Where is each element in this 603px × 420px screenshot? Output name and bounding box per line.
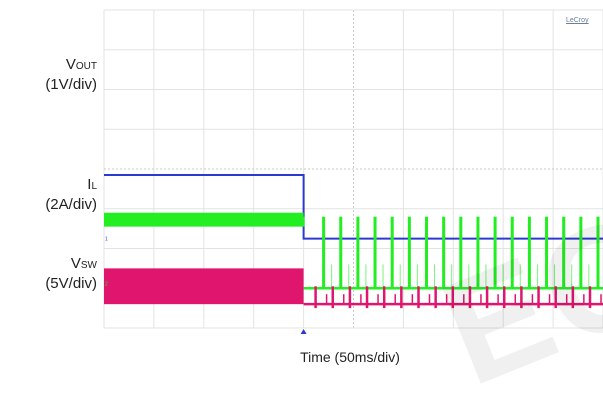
il-pulse xyxy=(527,216,531,289)
il-pulse xyxy=(356,216,360,289)
il-pulse xyxy=(339,216,343,289)
vsw-before-band xyxy=(104,268,304,305)
vsw-label: VSW (5V/div) xyxy=(45,255,97,292)
il-pulse xyxy=(373,216,377,289)
vout-trace xyxy=(104,173,603,240)
il-pulse xyxy=(442,216,446,289)
il-pulse xyxy=(510,216,514,289)
il-label: IL (2A/div) xyxy=(45,176,97,213)
il-pulse xyxy=(493,216,497,289)
il-pulse xyxy=(459,216,463,289)
il-pulse xyxy=(545,216,549,289)
vout-label: VOUT (1V/div) xyxy=(45,56,97,93)
scope-brand-logo: LeCroy xyxy=(566,17,589,24)
x-axis-label: Time (50ms/div) xyxy=(300,349,400,365)
channel-marker-1: 1 xyxy=(105,237,108,243)
channel-markers: 1 2 3 xyxy=(105,237,307,334)
trigger-marker xyxy=(300,329,307,334)
il-pulse xyxy=(407,216,411,289)
il-pulse xyxy=(425,216,428,289)
channel-marker-2: 2 xyxy=(105,281,108,287)
il-before-band xyxy=(104,212,304,227)
il-pulse xyxy=(476,216,480,289)
il-pulse xyxy=(322,216,326,289)
il-pulse xyxy=(562,216,566,289)
channel-marker-3: 3 xyxy=(105,297,108,303)
oscilloscope-plot: 1 2 3 xyxy=(103,9,603,334)
plot-traces xyxy=(104,173,603,309)
il-pulse xyxy=(579,216,583,289)
il-pulse xyxy=(390,216,394,289)
il-pulse xyxy=(596,216,600,289)
